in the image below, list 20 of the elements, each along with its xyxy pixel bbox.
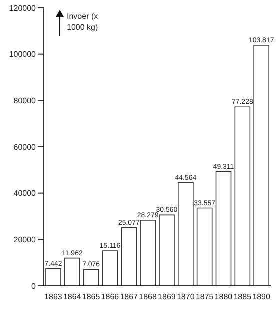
x-tick-label: 1865 xyxy=(82,292,101,302)
x-tick-label: 1866 xyxy=(101,292,120,302)
y-tick-label: 80000 xyxy=(14,96,37,106)
x-tick-label: 1880 xyxy=(214,292,234,302)
x-tick-label: 1870 xyxy=(176,292,196,302)
x-tick-label: 1863 xyxy=(44,292,63,302)
y-tick-label: 20000 xyxy=(14,236,37,245)
x-tick-label: 1867 xyxy=(120,292,139,302)
y-axis-title: Invoer (x 1000 kg) xyxy=(67,11,100,33)
y-tick-label: 100000 xyxy=(9,50,37,60)
x-tick-label: 1890 xyxy=(252,292,271,302)
y-tick-label: 0 xyxy=(32,282,37,291)
x-tick-label: 1885 xyxy=(234,292,252,302)
y-tick-label: 120000 xyxy=(9,4,37,13)
x-tick-label: 1864 xyxy=(63,292,82,302)
x-tick-label: 1875 xyxy=(196,292,214,302)
y-tick-label: 40000 xyxy=(14,189,37,198)
x-tick-label: 1868 xyxy=(139,292,158,302)
x-tick-label: 1869 xyxy=(158,292,176,302)
y-tick-label: 60000 xyxy=(14,142,37,152)
